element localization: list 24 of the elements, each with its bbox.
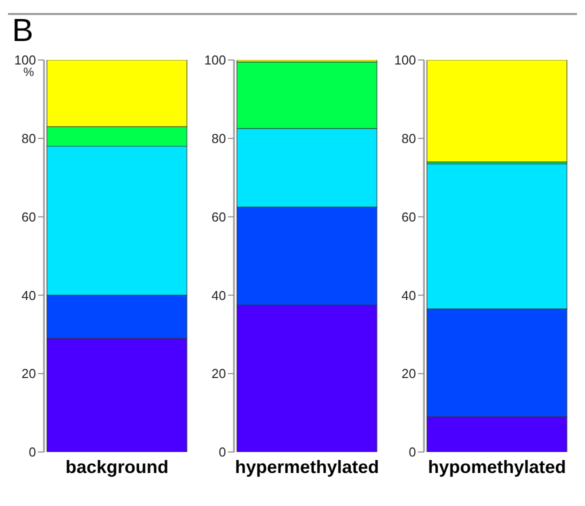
y-tick-label: 60	[22, 209, 36, 224]
chart-title: B	[11, 11, 34, 50]
bar	[426, 60, 568, 162]
y-tick-label: 40	[22, 288, 36, 303]
x-tick-label: hypomethylated	[428, 456, 566, 477]
x-tick-label: hypermethylated	[234, 456, 380, 477]
y-tick-label: 100	[14, 52, 36, 68]
y-tick-label: 20	[402, 366, 416, 382]
y-tick-label: 80	[22, 131, 36, 146]
y-tick-label: 80	[402, 131, 416, 146]
y-tick-label: 100	[204, 52, 226, 68]
y-tick-label: 80	[212, 131, 226, 146]
x-tick-label: background	[65, 456, 169, 477]
y-tick-label: 40	[212, 288, 226, 303]
y-tick-label: 100	[394, 52, 416, 68]
y-tick-label: 60	[402, 209, 416, 224]
y-axis-title: %	[23, 65, 34, 79]
y-tick-label: 0	[408, 444, 416, 460]
y-tick-label: 0	[28, 444, 36, 460]
y-tick-label: 20	[212, 366, 226, 382]
y-tick-label: 40	[402, 288, 416, 303]
y-tick-label: 60	[212, 209, 226, 224]
y-tick-label: 20	[22, 366, 36, 382]
y-tick-label: 0	[218, 444, 226, 460]
